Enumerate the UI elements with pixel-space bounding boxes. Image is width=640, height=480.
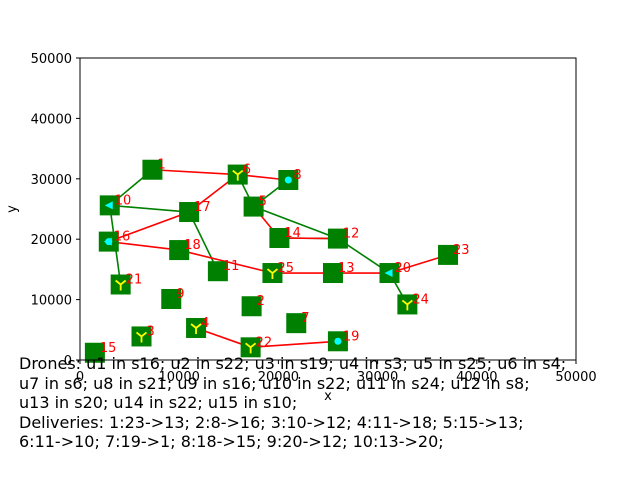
plot-frame — [79, 57, 577, 361]
x-axis-label: x — [324, 389, 332, 404]
station-marker — [243, 196, 264, 217]
caption-line: 6:11->10; 7:19->1; 8:18->15; 9:20->12; 1… — [19, 432, 444, 452]
station-label: 8 — [293, 168, 301, 183]
drone-dot-marker — [334, 337, 342, 345]
y-tick-label: 50000 — [31, 52, 72, 67]
x-tick-label: 10000 — [159, 370, 200, 385]
station-label: 19 — [343, 329, 360, 344]
drone-dot-marker — [284, 176, 292, 184]
station-label: 24 — [412, 292, 429, 307]
caption-line: u7 in s6; u8 in s21; u9 in s16; u10 in s… — [19, 373, 530, 393]
station-label: 23 — [453, 243, 470, 258]
station-marker — [286, 313, 307, 334]
station-marker — [207, 261, 228, 282]
station-label: 10 — [115, 193, 132, 208]
station-labels: 1234567891011121314151617181920212223242… — [100, 158, 470, 356]
y-tick-label: 10000 — [31, 294, 72, 309]
station-marker — [438, 244, 459, 265]
station-label: 13 — [338, 261, 355, 276]
y-tick-label: 30000 — [31, 173, 72, 188]
station-label: 18 — [184, 238, 201, 253]
drone-tri-marker — [401, 299, 413, 311]
station-label: 20 — [395, 261, 412, 276]
y-axis-label: y — [5, 205, 20, 213]
station-marker — [269, 227, 290, 248]
x-tick-label: 40000 — [456, 370, 497, 385]
station-label: 16 — [114, 230, 131, 245]
station-label: 25 — [277, 261, 294, 276]
station-markers — [84, 159, 459, 363]
station-label: 15 — [100, 341, 117, 356]
y-tick-label: 40000 — [31, 112, 72, 127]
x-axis-ticks: 0 10000 20000 30000 40000 50000 — [76, 360, 597, 385]
red-route-edge — [108, 240, 180, 251]
station-label: 17 — [194, 200, 211, 215]
station-label: 3 — [147, 324, 155, 339]
station-marker — [179, 202, 200, 223]
x-tick-label: 30000 — [357, 370, 398, 385]
station-label: 9 — [176, 287, 184, 302]
station-label: 4 — [201, 316, 209, 331]
station-label: 5 — [259, 195, 267, 210]
station-label: 7 — [301, 311, 309, 326]
station-label: 21 — [126, 273, 143, 288]
drone-triangle-marker — [104, 201, 113, 210]
red-route-edge — [108, 211, 190, 243]
station-label: 1 — [157, 158, 165, 173]
drone-tri-marker — [190, 323, 202, 334]
red-route-edge — [152, 168, 238, 176]
station-marker — [84, 342, 105, 363]
drone-tri-marker — [135, 331, 148, 343]
station-marker — [169, 240, 190, 261]
green-route-edge — [253, 205, 339, 240]
station-label: 14 — [284, 226, 301, 241]
drone-tri-marker — [232, 169, 244, 181]
caption: Drones: u1 in s16; u2 in s22; u3 in s19;… — [19, 354, 634, 452]
station-marker — [241, 296, 262, 317]
station-marker — [161, 288, 182, 309]
x-tick-label: 0 — [76, 370, 84, 385]
y-tick-label: 0 — [64, 354, 72, 369]
station-marker — [322, 263, 343, 284]
drone-tri-marker — [266, 268, 279, 280]
station-label: 11 — [223, 259, 240, 274]
drone-tri-marker — [115, 279, 127, 291]
red-route-edge — [250, 340, 338, 349]
y-tick-label: 20000 — [31, 233, 72, 248]
caption-line: u13 in s20; u14 in s22; u15 in s10; — [19, 393, 298, 413]
station-label: 2 — [257, 294, 265, 309]
route-edges — [108, 168, 449, 349]
caption-line: Deliveries: 1:23->13; 2:8->16; 3:10->12;… — [19, 412, 524, 432]
green-route-edge — [109, 204, 190, 213]
y-axis-ticks: 0 10000 20000 30000 40000 50000 — [31, 52, 80, 369]
station-label: 12 — [343, 227, 360, 242]
x-tick-label: 20000 — [258, 370, 299, 385]
caption-line: Drones: u1 in s16; u2 in s22; u3 in s19;… — [19, 354, 567, 373]
station-label: 6 — [243, 163, 251, 178]
station-marker — [142, 159, 163, 180]
x-tick-label: 50000 — [555, 370, 596, 385]
drone-tri-marker — [245, 342, 257, 354]
drone-triangle-marker — [384, 269, 393, 278]
station-label: 22 — [256, 335, 273, 350]
drone-markers — [103, 169, 413, 354]
drone-triangle-marker — [103, 237, 112, 246]
station-marker — [327, 228, 348, 249]
